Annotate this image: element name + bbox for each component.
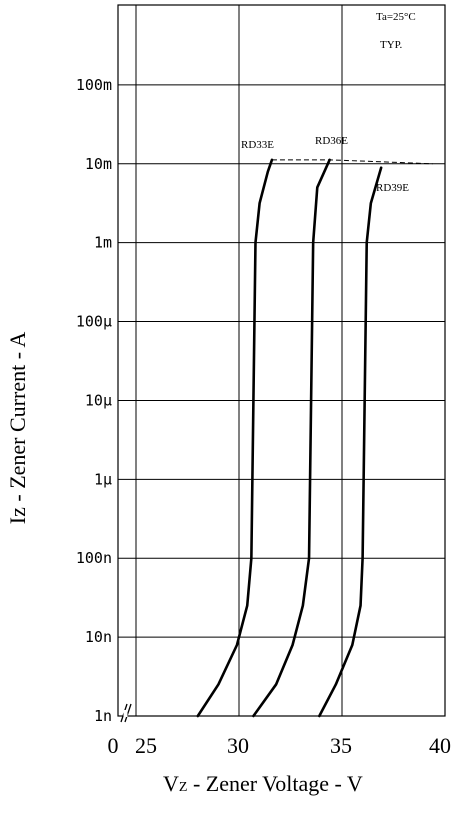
x-tick-label: 0 xyxy=(108,733,119,758)
x-axis-title-main: V xyxy=(163,771,179,796)
curve-label-rd39e: RD39E xyxy=(376,182,409,194)
typical-note: TYP. xyxy=(380,39,403,51)
axis-break-mark xyxy=(120,703,132,723)
y-axis-title: Iz - Zener Current - A xyxy=(5,332,30,525)
grid xyxy=(118,5,445,717)
curve-rd33e xyxy=(196,158,274,718)
x-tick-label: 40 xyxy=(429,733,451,758)
curve-rd39e xyxy=(318,166,383,718)
y-tick-label: 100n xyxy=(76,549,112,567)
x-axis-title-subscript: Z xyxy=(179,780,188,795)
x-tick-label: 30 xyxy=(227,733,249,758)
y-tick-label: 1m xyxy=(94,234,112,252)
x-axis-title: VZ - Zener Voltage - V xyxy=(163,771,363,796)
break-slash xyxy=(124,703,132,723)
x-tick-label: 25 xyxy=(135,733,157,758)
peak-dashed-line xyxy=(271,159,433,165)
y-tick-label: 100m xyxy=(76,76,112,94)
break-gap xyxy=(123,710,128,717)
y-tick-label: 10μ xyxy=(85,391,112,409)
plot-border xyxy=(117,4,446,717)
curve-label-rd33e: RD33E xyxy=(241,139,274,151)
y-tick-label: 10n xyxy=(85,628,112,646)
y-tick-labels: 1n 10n 100n 1μ 10μ 100μ 1m 10m 100m xyxy=(76,76,112,725)
y-tick-label: 1n xyxy=(94,707,112,725)
temperature-note: Ta=25°C xyxy=(376,11,416,23)
x-tick-label: 35 xyxy=(330,733,352,758)
curve-rd36e xyxy=(252,158,331,718)
x-tick-labels: 0 25 30 35 40 xyxy=(108,733,452,758)
y-tick-label: 10m xyxy=(85,155,112,173)
curves xyxy=(196,158,383,718)
dashed-peak-line xyxy=(271,159,433,165)
x-axis-title-rest: - Zener Voltage - V xyxy=(187,771,362,796)
y-tick-label: 1μ xyxy=(94,470,112,488)
curve-labels: RD33E RD36E RD39E xyxy=(241,135,409,194)
plot-frame xyxy=(117,4,446,717)
curve-label-rd36e: RD36E xyxy=(315,135,348,147)
y-tick-label: 100μ xyxy=(76,313,112,331)
